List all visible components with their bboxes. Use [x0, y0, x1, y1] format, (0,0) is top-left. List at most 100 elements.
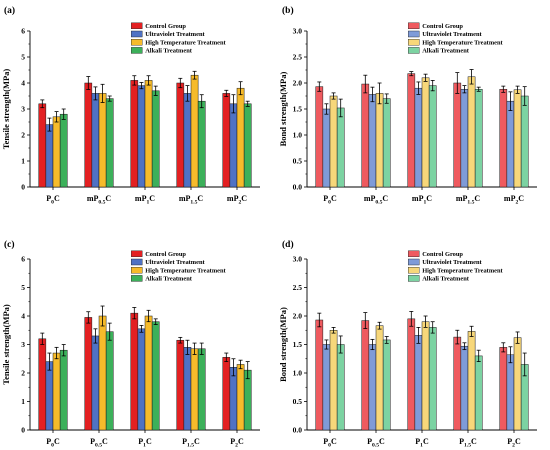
x-category-label: mP2C	[227, 194, 247, 206]
y-tick-label: 5	[21, 283, 25, 292]
bar	[222, 357, 231, 431]
panel-label: (b)	[282, 5, 294, 16]
x-category-label: mP1.5C	[179, 194, 204, 206]
legend-swatch	[408, 250, 420, 258]
bar	[243, 369, 252, 431]
legend-swatch	[130, 267, 143, 274]
y-tick-label: 2	[21, 369, 25, 378]
bar	[329, 95, 338, 188]
bar	[98, 93, 107, 188]
legend-swatch	[130, 22, 143, 29]
y-tick-label: 4	[21, 79, 25, 88]
x-category-label: mP2C	[504, 194, 524, 206]
legend-swatch	[130, 275, 143, 282]
bar	[315, 319, 324, 431]
y-tick-label: 0.0	[293, 183, 303, 192]
bar	[329, 330, 338, 431]
bar	[421, 77, 430, 188]
bar	[368, 344, 377, 431]
bar	[382, 98, 391, 188]
y-tick-label: 1	[21, 397, 25, 406]
legend-label: High Temperature Treatment	[422, 267, 503, 274]
bar	[361, 320, 370, 431]
bar	[520, 95, 529, 188]
bar	[137, 328, 146, 431]
bar	[236, 364, 245, 431]
bar	[197, 348, 206, 431]
x-category-label: P0C	[323, 194, 337, 206]
bar	[229, 103, 238, 188]
legend-label: Alkali Treatment	[422, 48, 470, 55]
bar	[144, 80, 153, 188]
y-tick-label: 2.0	[293, 79, 303, 88]
y-tick-label: 2	[21, 131, 25, 140]
bar	[130, 80, 139, 188]
chart-panel-3: (c) Tensile strength(MPa) 0 1 2 3 4 5 6 P0C P0.5C P…	[1, 239, 260, 449]
bar	[91, 335, 100, 431]
bar	[190, 348, 199, 431]
legend-swatch	[408, 258, 420, 266]
legend-swatch	[408, 30, 420, 38]
x-category-label: P1.5C	[459, 437, 477, 449]
bar	[98, 315, 107, 431]
legend-label: Control Group	[422, 23, 463, 30]
bar	[467, 76, 476, 188]
y-tick-label: 1.0	[293, 369, 303, 378]
legend-label: Control Group	[422, 251, 463, 258]
bar	[361, 83, 370, 188]
x-category-label: P1C	[415, 437, 429, 449]
bar	[336, 344, 345, 431]
bar	[428, 85, 437, 188]
y-tick-label: 1.0	[293, 131, 303, 140]
bar	[460, 88, 469, 188]
legend-label: Control Group	[145, 251, 186, 258]
x-category-label: mP1C	[412, 194, 432, 206]
bar	[52, 352, 61, 431]
legend-swatch	[130, 39, 143, 46]
x-category-label: P1.5C	[182, 437, 200, 449]
bar	[414, 335, 423, 431]
x-category-label: P0C	[46, 437, 60, 449]
bar	[59, 113, 68, 188]
legend-swatch	[130, 258, 143, 266]
bar	[407, 73, 416, 188]
bar	[407, 318, 416, 431]
bar	[105, 331, 114, 431]
legend-swatch	[408, 22, 420, 29]
x-category-label: P0.5C	[367, 437, 385, 449]
x-category-label: P0C	[46, 194, 60, 206]
bar	[52, 116, 61, 188]
legend-label: Ultraviolet Treatment	[422, 259, 482, 266]
bar	[183, 347, 192, 431]
y-tick-label: 4	[21, 312, 25, 321]
bar	[506, 100, 515, 188]
bar	[375, 325, 384, 431]
x-category-label: mP0.5C	[87, 194, 112, 206]
y-tick-label: 1.5	[293, 105, 303, 114]
bar	[38, 103, 47, 188]
y-axis-title: Bond strength(MPa)	[278, 307, 288, 382]
bar	[421, 321, 430, 431]
legend-label: Alkali Treatment	[422, 276, 470, 283]
y-tick-label: 3	[21, 105, 25, 114]
chart-panel-2: (b) Bond strength(MPa) 0.0 0.5 1.0 1.5 2.0 2.5 3…	[278, 5, 537, 206]
x-category-label: P0C	[323, 437, 337, 449]
bar	[91, 93, 100, 188]
bar	[183, 93, 192, 188]
bar	[84, 317, 93, 431]
y-tick-label: 3	[21, 340, 25, 349]
legend-label: Alkali Treatment	[145, 276, 193, 283]
bar	[137, 85, 146, 188]
bar	[382, 339, 391, 431]
bar	[499, 88, 508, 188]
bar	[59, 349, 68, 431]
bar	[190, 74, 199, 188]
legend-label: Ultraviolet Treatment	[145, 31, 205, 38]
bar	[151, 90, 160, 188]
legend-label: High Temperature Treatment	[145, 39, 226, 46]
bar	[176, 82, 185, 188]
bar	[453, 82, 462, 188]
legend-swatch	[130, 250, 143, 258]
bar	[315, 86, 324, 188]
